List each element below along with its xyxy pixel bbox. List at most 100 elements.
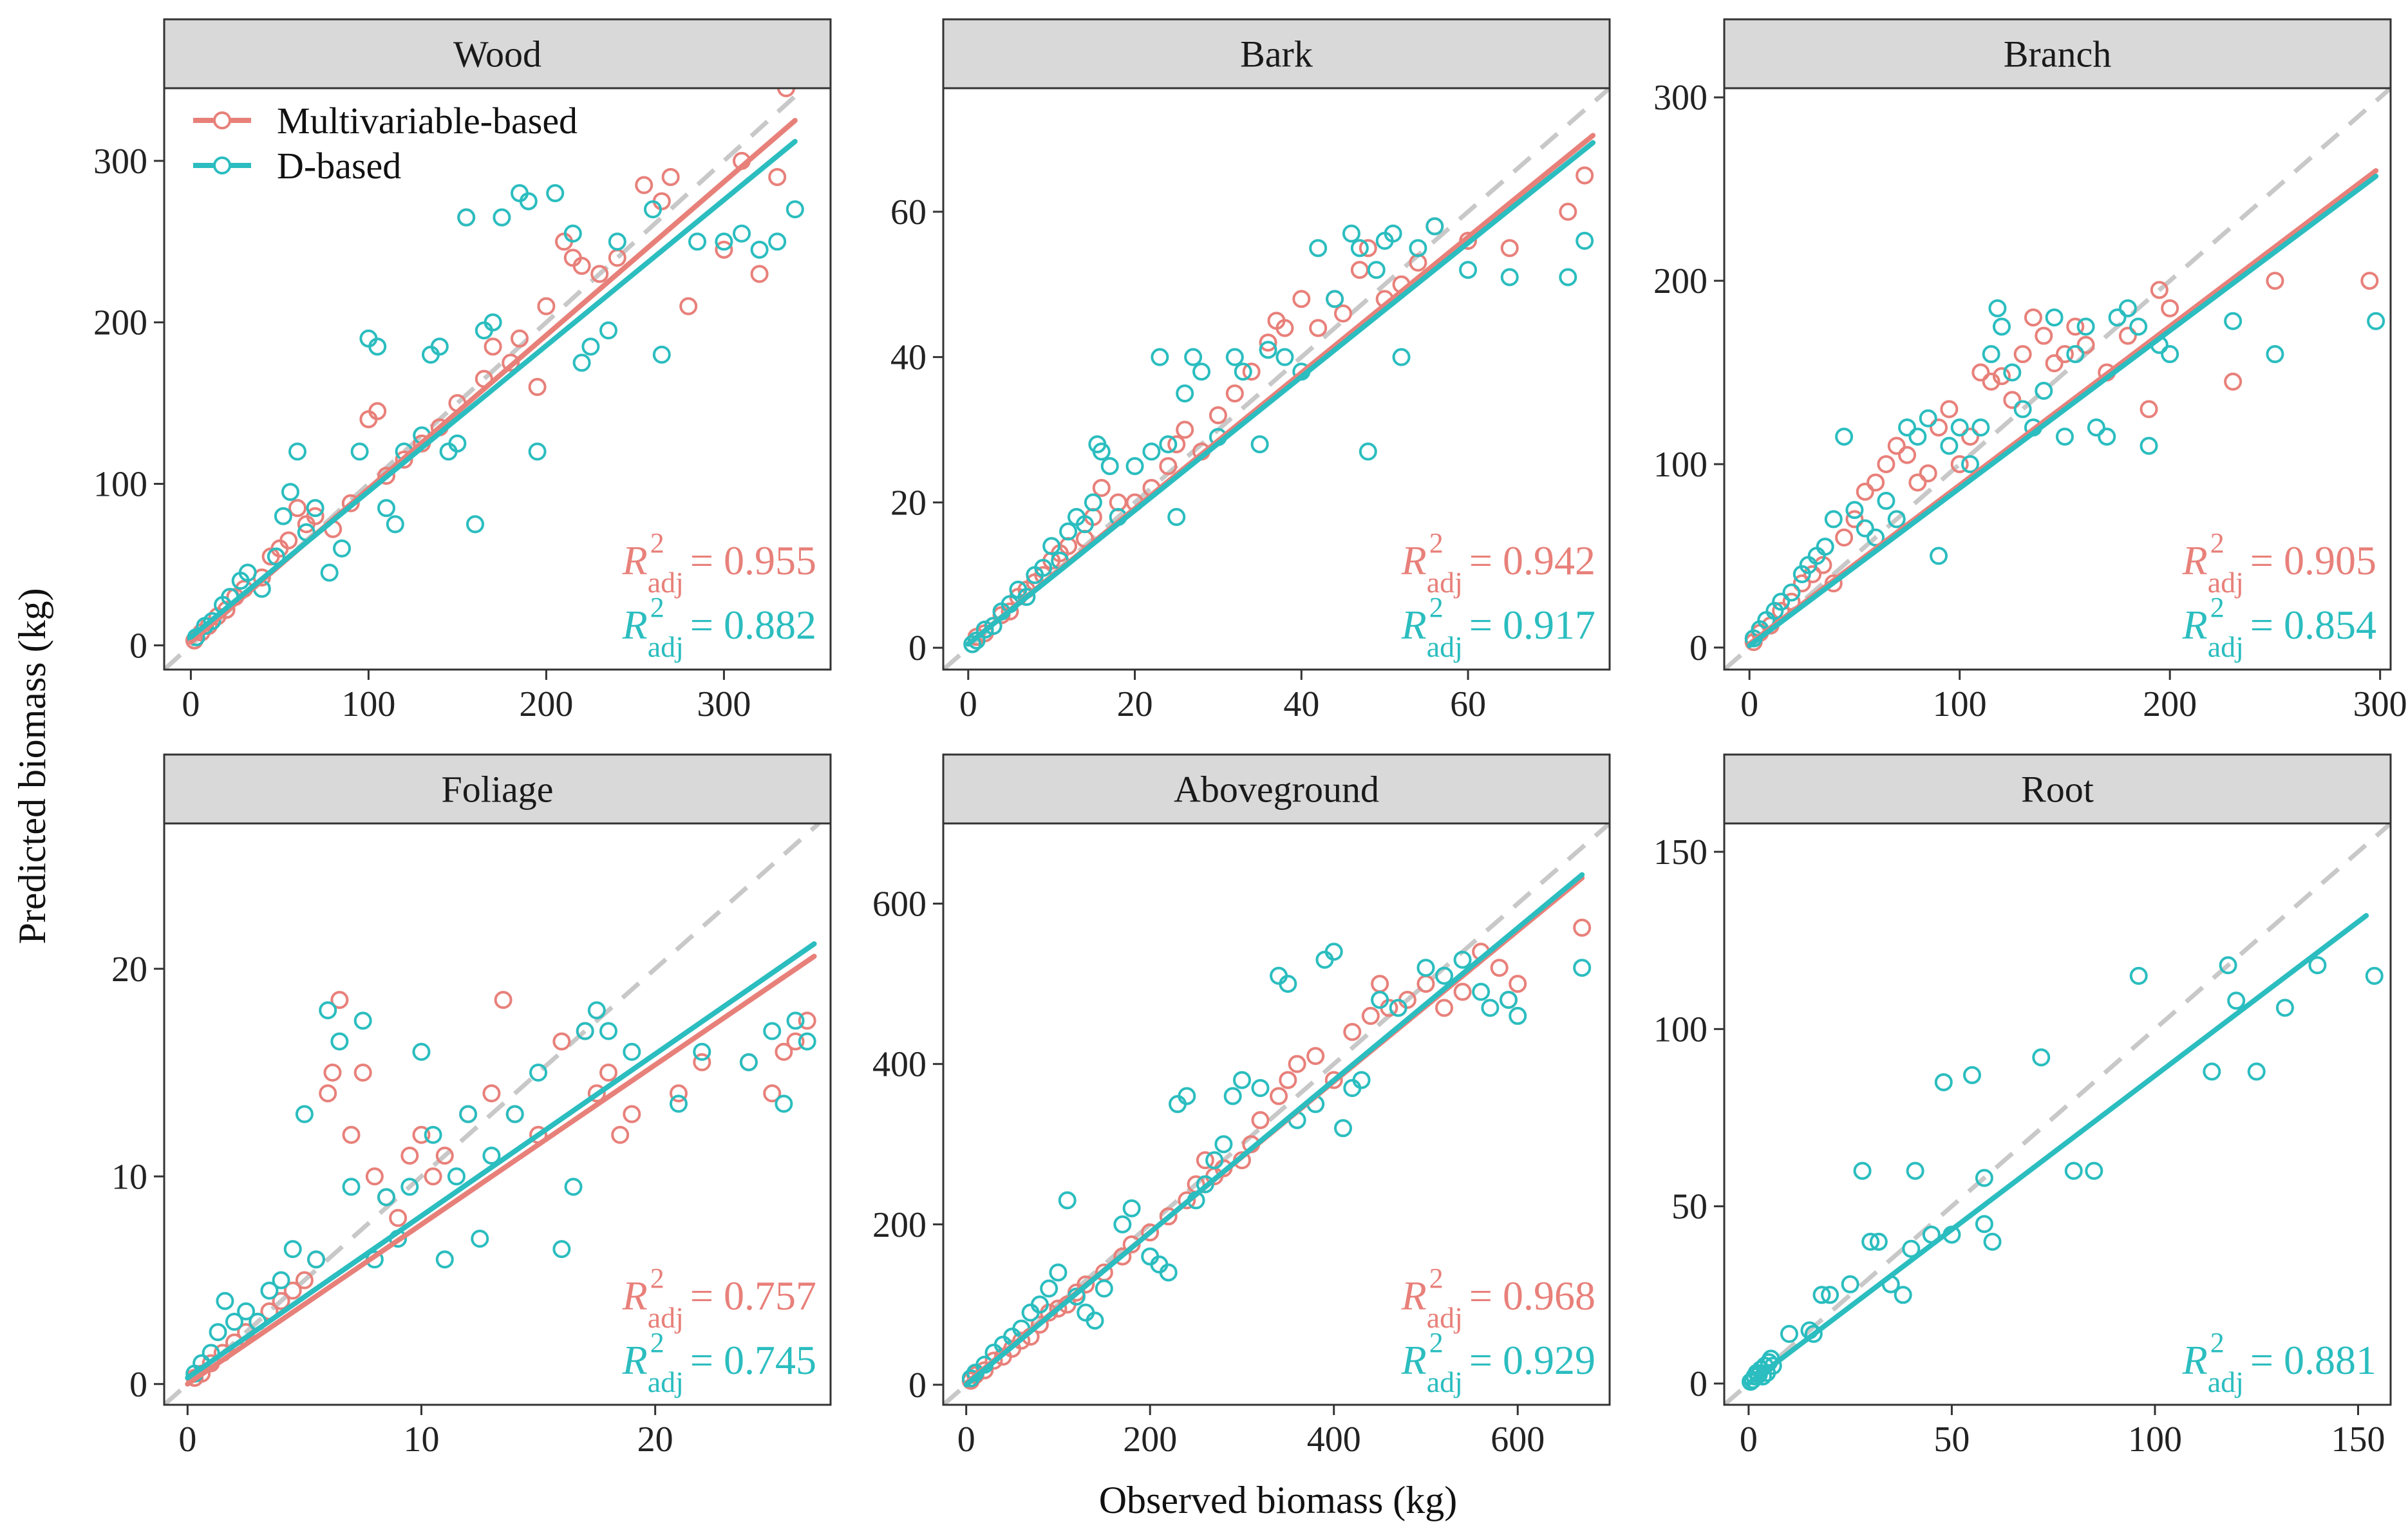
point-multivariable [1950,455,1969,473]
point-multivariable [1259,333,1277,352]
r2-annotation-multivariable: R2 adj = 0.905 [2182,527,2376,599]
panel-title: Wood [453,33,541,75]
r2-annotation-dbased: R2 adj = 0.881 [2182,1327,2376,1398]
point-dbased [2367,312,2385,330]
point-dbased [975,620,994,639]
point-dbased [1764,1357,1782,1375]
point-multivariable [775,1042,793,1061]
point-multivariable [1845,510,1864,529]
panel-title: Root [2021,769,2094,811]
point-dbased [1092,442,1111,461]
point-multivariable [283,1281,302,1300]
point-multivariable [1803,565,1822,583]
point-dbased [1930,547,1948,565]
point-dbased [353,1011,372,1030]
point-multivariable [1141,1223,1160,1242]
point-multivariable [365,1167,384,1186]
point-dbased [342,1178,361,1196]
point-dbased [1409,239,1427,258]
point-multivariable [1159,1207,1178,1226]
point-multivariable [786,1032,805,1051]
r2-annotation-dbased: R2 adj = 0.882 [622,592,816,663]
point-multivariable [623,1105,641,1123]
y-tick-label: 100 [1653,445,1707,485]
point-dbased [2098,427,2116,446]
point-dbased [1371,991,1389,1009]
point-multivariable [1049,1299,1068,1318]
fit-line-multivariable [185,953,817,1387]
point-dbased [1877,491,1895,510]
point-dbased [238,563,257,582]
point-multivariable [400,1147,419,1165]
point-dbased [1142,442,1161,461]
panel-title: Foliage [442,769,554,811]
point-dbased [1159,1263,1178,1282]
point-multivariable [1908,473,1927,492]
point-multivariable [635,176,654,194]
x-tick-label: 600 [1491,1420,1545,1460]
point-multivariable [2066,317,2085,336]
r2-annotation-dbased: R2 adj = 0.929 [1401,1327,1595,1398]
point-dbased [1902,1239,1921,1258]
point-multivariable [1509,975,1527,993]
point-dbased [1075,515,1094,534]
panel-border [163,87,832,671]
y-tick-label: 300 [93,142,147,182]
fit-line-dbased [1745,913,2369,1386]
legend-label-dbased: D-based [277,145,401,187]
point-dbased [1125,456,1144,475]
point-multivariable [1167,435,1186,454]
point-dbased [2275,999,2294,1017]
point-dbased [546,184,565,203]
point-dbased [1151,348,1169,366]
point-dbased [608,232,626,251]
point-dbased [225,1313,243,1331]
point-dbased [1059,522,1078,541]
y-tick-label: 100 [93,465,147,505]
point-dbased [1453,950,1472,969]
plot-content [943,823,1610,1405]
point-multivariable [1251,1111,1270,1129]
y-tick-label: 20 [111,950,147,990]
plot-content [1724,88,2391,670]
point-multivariable [1077,1275,1095,1294]
x-tick-label: 100 [1933,684,1987,724]
panel-strip [163,18,832,89]
point-multivariable [424,1167,442,1186]
point-multivariable [669,1084,688,1103]
point-multivariable [763,1084,782,1103]
point-multivariable [590,265,609,283]
point-dbased [1908,427,1927,446]
point-dbased [377,1188,395,1207]
point-dbased [1845,501,1864,520]
point-multivariable [984,1351,1003,1370]
r2-annotation-dbased: R2 adj = 0.854 [2182,592,2376,663]
point-multivariable [306,507,325,525]
point-dbased [519,192,538,211]
point-dbased [447,1167,466,1186]
x-tick-label: 300 [2353,684,2407,724]
point-dbased [528,442,547,461]
point-multivariable [2140,400,2158,418]
point-dbased [493,208,511,227]
y-tick-label: 600 [872,885,927,925]
point-dbased [1324,943,1343,961]
point-dbased [2087,418,2105,437]
fit-line-dbased [965,140,1596,647]
point-dbased [2227,991,2246,1010]
point-dbased [1780,1324,1798,1343]
x-tick-label: 0 [959,684,977,724]
point-dbased [1176,384,1194,403]
point-multivariable [1292,290,1311,308]
point-dbased [1058,1191,1077,1210]
x-tick-label: 60 [1450,684,1486,724]
point-dbased [386,515,404,534]
point-multivariable [2076,335,2095,354]
point-multivariable [798,1011,816,1030]
point-multivariable [1930,418,1948,437]
point-multivariable [341,494,360,512]
point-dbased [319,1001,337,1020]
point-multivariable [482,1084,501,1103]
x-tick-label: 0 [182,684,200,724]
